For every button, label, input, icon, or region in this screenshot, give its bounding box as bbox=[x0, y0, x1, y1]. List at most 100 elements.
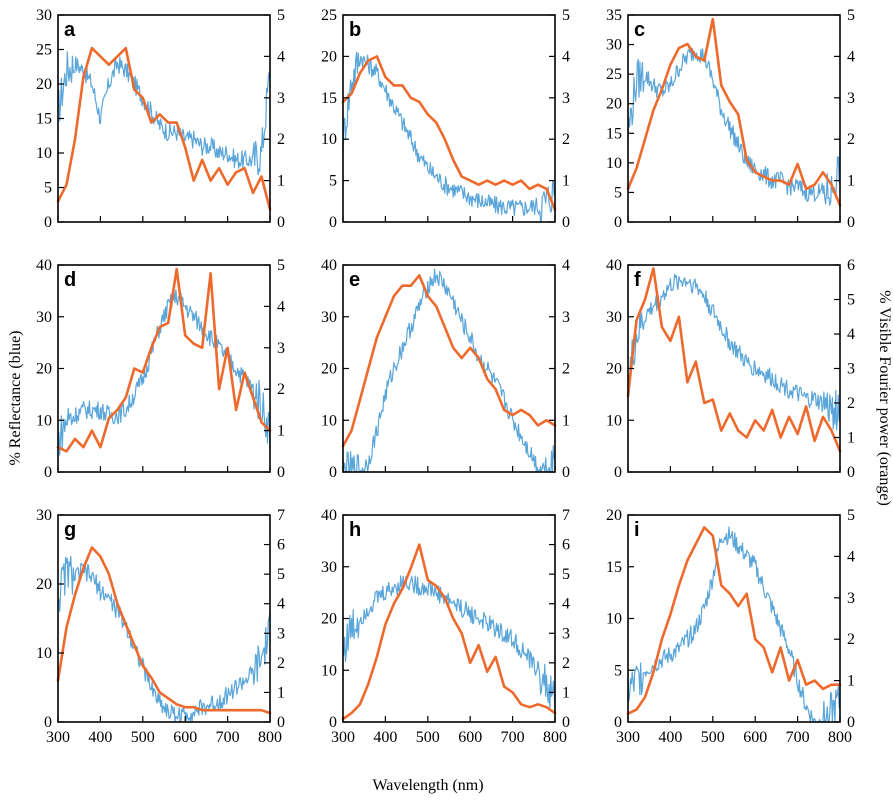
panel-letter-a: a bbox=[64, 19, 76, 41]
left-tick-label: 10 bbox=[36, 412, 52, 429]
left-tick-label: 20 bbox=[321, 361, 337, 378]
plot-frame-c bbox=[627, 14, 841, 223]
left-tick-label: 20 bbox=[606, 507, 622, 524]
x-tick-label: 300 bbox=[616, 729, 640, 746]
right-tick-label: 4 bbox=[562, 48, 570, 65]
left-tick-label: 30 bbox=[606, 37, 622, 54]
reflectance-series-f bbox=[627, 273, 841, 431]
left-tick-label: 30 bbox=[321, 559, 337, 576]
panel-e: e 0 10 20 30 40 0 1 2 3 4 bbox=[321, 257, 570, 481]
left-tick-label: 25 bbox=[321, 7, 337, 24]
right-tick-label: 0 bbox=[847, 464, 855, 481]
right-tick-label: 4 bbox=[847, 326, 855, 343]
left-tick-label: 20 bbox=[36, 76, 52, 93]
reflectance-series-b bbox=[342, 51, 556, 223]
left-tick-label: 30 bbox=[321, 309, 337, 326]
right-tick-label: 3 bbox=[847, 90, 855, 107]
left-tick-label: 35 bbox=[606, 7, 622, 24]
left-tick-label: 10 bbox=[321, 412, 337, 429]
right-tick-label: 5 bbox=[277, 257, 285, 274]
left-tick-label: 5 bbox=[44, 180, 52, 197]
right-tick-label: 4 bbox=[847, 48, 855, 65]
left-tick-label: 0 bbox=[329, 214, 337, 231]
right-tick-label: 6 bbox=[277, 537, 285, 554]
right-tick-label: 2 bbox=[277, 131, 285, 148]
x-tick-label: 600 bbox=[743, 729, 767, 746]
right-tick-label: 3 bbox=[847, 590, 855, 607]
right-tick-label: 5 bbox=[847, 507, 855, 524]
right-tick-label: 5 bbox=[847, 292, 855, 309]
plot-frame-b bbox=[342, 14, 556, 223]
panel-a: a 0 5 10 15 20 25 30 0 1 2 3 4 5 bbox=[36, 7, 285, 231]
right-y-axis-title: % Visible Fourier power (orange) bbox=[876, 290, 893, 506]
right-tick-label: 3 bbox=[277, 90, 285, 107]
right-tick-label: 1 bbox=[562, 684, 570, 701]
x-tick-label: 300 bbox=[331, 729, 355, 746]
right-tick-label: 4 bbox=[277, 298, 285, 315]
reflectance-series-c bbox=[627, 47, 841, 206]
x-axis-title: Wavelength (nm) bbox=[372, 777, 483, 794]
x-tick-label: 600 bbox=[173, 729, 197, 746]
fourier-power-series-e bbox=[341, 274, 557, 448]
x-tick-label: 800 bbox=[258, 729, 282, 746]
fourier-power-series-h bbox=[341, 543, 557, 721]
left-tick-label: 40 bbox=[36, 257, 52, 274]
panels: a051015202530012345b0510152025012345c051… bbox=[36, 7, 855, 746]
reflectance-series-i bbox=[627, 526, 841, 723]
right-tick-label: 3 bbox=[562, 309, 570, 326]
right-tick-label: 2 bbox=[562, 655, 570, 672]
right-tick-label: 2 bbox=[847, 131, 855, 148]
panel-letter-b: b bbox=[349, 19, 361, 41]
left-tick-label: 20 bbox=[321, 611, 337, 628]
right-tick-label: 4 bbox=[847, 548, 855, 565]
x-tick-label: 700 bbox=[216, 729, 240, 746]
right-tick-label: 1 bbox=[277, 173, 285, 190]
left-y-axis-title: % Reflectance (blue) bbox=[7, 330, 24, 465]
x-tick-label: 800 bbox=[543, 729, 567, 746]
reflectance-series-g bbox=[57, 555, 271, 723]
panel-letter-c: c bbox=[634, 19, 645, 41]
plot-frame-h bbox=[342, 514, 556, 723]
left-tick-label: 15 bbox=[606, 559, 622, 576]
x-tick-label: 300 bbox=[46, 729, 70, 746]
left-tick-label: 10 bbox=[321, 662, 337, 679]
left-tick-label: 30 bbox=[36, 7, 52, 24]
x-tick-label: 500 bbox=[701, 729, 725, 746]
left-tick-label: 5 bbox=[614, 662, 622, 679]
right-tick-label: 4 bbox=[562, 257, 570, 274]
right-tick-label: 1 bbox=[562, 173, 570, 190]
left-tick-label: 0 bbox=[44, 464, 52, 481]
left-tick-label: 10 bbox=[36, 145, 52, 162]
left-tick-label: 30 bbox=[36, 507, 52, 524]
left-tick-label: 15 bbox=[606, 125, 622, 142]
right-tick-label: 2 bbox=[562, 361, 570, 378]
right-tick-label: 2 bbox=[562, 131, 570, 148]
x-tick-label: 400 bbox=[373, 729, 397, 746]
panel-letter-i: i bbox=[634, 519, 640, 541]
right-tick-label: 3 bbox=[562, 625, 570, 642]
left-tick-label: 5 bbox=[614, 184, 622, 201]
plot-frame-f bbox=[627, 264, 841, 473]
panel-c: c 0 5 10 15 20 25 30 35 0 1 2 3 4 5 bbox=[606, 7, 855, 231]
left-tick-label: 10 bbox=[606, 611, 622, 628]
right-tick-label: 2 bbox=[847, 631, 855, 648]
right-tick-label: 5 bbox=[562, 7, 570, 24]
x-tick-label: 700 bbox=[501, 729, 525, 746]
panel-letter-g: g bbox=[64, 519, 76, 541]
right-tick-label: 4 bbox=[562, 596, 570, 613]
right-tick-label: 0 bbox=[847, 714, 855, 731]
left-tick-label: 40 bbox=[321, 257, 337, 274]
right-tick-label: 1 bbox=[562, 412, 570, 429]
fourier-power-series-c bbox=[626, 17, 842, 207]
right-tick-label: 3 bbox=[277, 625, 285, 642]
right-tick-label: 0 bbox=[562, 464, 570, 481]
x-tick-label: 500 bbox=[131, 729, 155, 746]
fourier-power-series-a bbox=[56, 46, 272, 211]
reflectance-series-e bbox=[342, 268, 556, 473]
left-tick-label: 30 bbox=[36, 309, 52, 326]
right-tick-label: 0 bbox=[562, 214, 570, 231]
x-tick-label: 400 bbox=[88, 729, 112, 746]
x-tick-label: 600 bbox=[458, 729, 482, 746]
panel-f: f 0 10 20 30 40 0 1 2 3 4 5 6 bbox=[606, 257, 855, 481]
